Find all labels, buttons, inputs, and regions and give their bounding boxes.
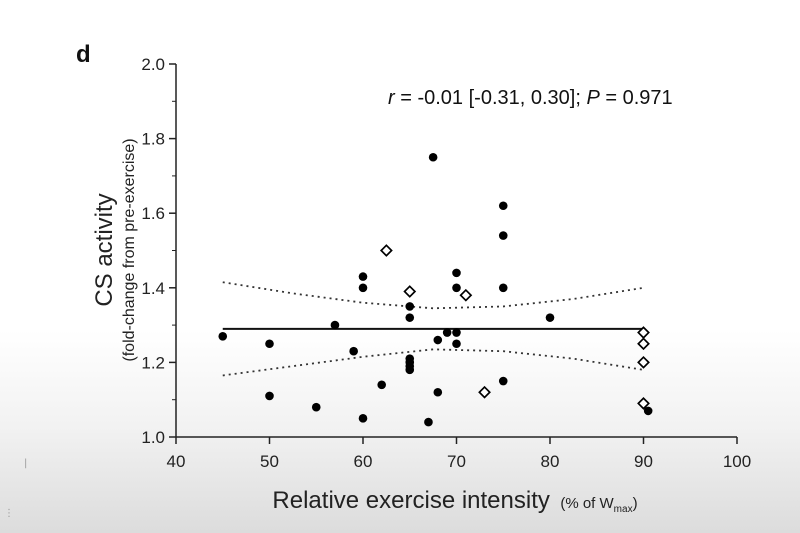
panel-letter: d <box>76 41 91 68</box>
y-tick-label: 1.4 <box>141 279 165 298</box>
r-symbol: r <box>388 87 396 109</box>
data-point-circle <box>498 231 508 240</box>
data-point-diamond <box>637 397 650 410</box>
x-tick-label: 90 <box>634 452 653 471</box>
data-point-circle <box>433 387 443 397</box>
x-tick-label: 80 <box>541 452 560 471</box>
y-tick-label: 2.0 <box>141 55 165 74</box>
p-symbol: P <box>586 87 600 109</box>
data-point-circle <box>330 320 340 330</box>
x-axis-title: Relative exercise intensity (% of Wmax) <box>272 487 637 515</box>
data-point-circle <box>452 268 461 278</box>
x-tick-label: 100 <box>723 452 751 471</box>
data-point-circle <box>433 335 443 345</box>
data-point-circle <box>349 346 358 356</box>
y-tick-label: 1.6 <box>141 204 165 223</box>
r-value: = -0.01 [-0.31, 0.30]; <box>395 87 587 109</box>
x-tick-label: 40 <box>167 452 186 471</box>
y-tick-label: 1.0 <box>141 428 165 447</box>
data-point-circle <box>265 391 274 401</box>
data-point-circle <box>643 406 653 416</box>
data-point-circle <box>405 313 415 322</box>
data-point-circle <box>405 302 415 311</box>
x-axis-unit-suffix: ) <box>633 495 638 512</box>
x-tick-label: 60 <box>354 452 373 471</box>
data-point-diamond <box>403 285 417 298</box>
data-point-circle <box>358 414 368 423</box>
data-point-circle <box>498 283 508 293</box>
x-tick-label: 50 <box>260 452 279 471</box>
y-tick-label: 1.2 <box>141 353 165 372</box>
data-point-diamond <box>637 337 650 351</box>
data-point-circle <box>405 365 415 375</box>
data-point-circle <box>452 283 461 293</box>
data-point-diamond <box>459 288 473 302</box>
x-axis-unit-sub: max <box>614 504 633 515</box>
x-tick-label: 70 <box>447 452 466 471</box>
data-point-circle <box>498 201 508 211</box>
y-axis-subtitle: (fold-change from pre-exercise) <box>121 138 138 361</box>
y-axis-ticks: 1.0 1.2 1.4 1.6 1.8 2.0 <box>141 55 176 447</box>
data-point-circle <box>545 313 555 322</box>
edge-mark: | <box>24 458 28 469</box>
x-axis-ticks: 40 50 60 70 80 90 100 <box>167 437 751 471</box>
data-points <box>218 152 653 427</box>
data-point-circle <box>452 339 461 349</box>
data-point-circle <box>424 417 433 427</box>
y-axis-title: CS activity <box>91 193 118 306</box>
data-point-circle <box>377 380 387 390</box>
data-point-circle <box>311 402 321 412</box>
data-point-diamond <box>478 385 491 399</box>
data-point-circle <box>452 328 461 337</box>
edge-dots: ⋮ <box>4 508 14 519</box>
axes <box>175 64 737 438</box>
y-tick-label: 1.8 <box>141 130 165 149</box>
data-point-diamond <box>637 355 650 369</box>
data-point-circle <box>442 328 452 337</box>
data-point-circle <box>265 339 274 349</box>
data-point-diamond <box>379 244 393 257</box>
data-point-circle <box>358 272 368 281</box>
data-point-circle <box>428 152 438 162</box>
ci-lower-line <box>222 348 644 377</box>
p-value: = 0.971 <box>600 87 673 109</box>
data-point-circle <box>218 331 228 341</box>
ci-upper-line <box>222 281 644 310</box>
correlation-annotation: r = -0.01 [-0.31, 0.30]; P = 0.971 <box>388 87 673 109</box>
x-axis-label: Relative exercise intensity <box>272 487 549 514</box>
data-point-circle <box>498 376 508 386</box>
x-axis-unit-prefix: (% of W <box>560 495 614 512</box>
data-point-circle <box>358 283 368 293</box>
